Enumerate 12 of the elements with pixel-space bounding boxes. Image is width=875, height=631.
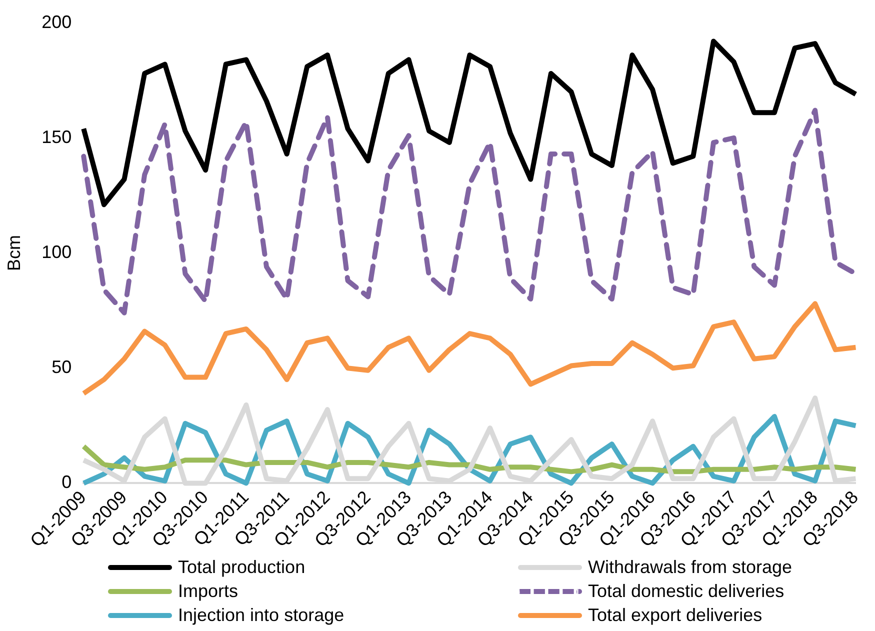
legend-label: Withdrawals from storage <box>588 556 792 578</box>
y-tick-label: 0 <box>62 472 72 492</box>
legend-label: Imports <box>178 580 238 602</box>
y-axis-title: Bcm <box>4 234 24 271</box>
y-tick-label: 50 <box>52 357 72 378</box>
y-tick-label: 100 <box>42 242 72 262</box>
legend-label: Injection into storage <box>178 604 344 626</box>
legend-label: Total production <box>178 556 306 578</box>
legend-label: Total export deliveries <box>588 604 762 626</box>
y-tick-label: 200 <box>42 12 72 32</box>
legend-label: Total domestic deliveries <box>588 580 784 602</box>
y-tick-label: 150 <box>42 126 72 147</box>
